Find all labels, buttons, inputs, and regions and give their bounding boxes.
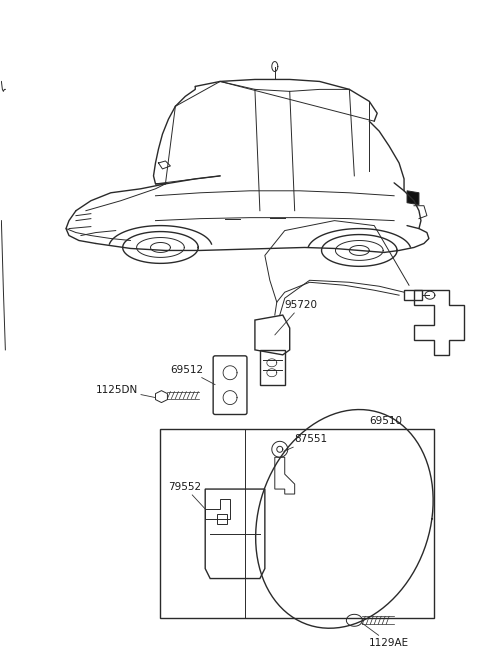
Text: 69512: 69512: [170, 365, 215, 384]
Text: 95720: 95720: [275, 300, 318, 335]
Text: 79552: 79552: [168, 482, 205, 509]
Text: 1125DN: 1125DN: [96, 384, 156, 398]
Text: 69510: 69510: [369, 417, 402, 426]
Text: 1129AE: 1129AE: [362, 623, 409, 648]
Text: 87551: 87551: [284, 434, 328, 451]
Polygon shape: [407, 191, 419, 205]
Bar: [160, 430, 434, 619]
